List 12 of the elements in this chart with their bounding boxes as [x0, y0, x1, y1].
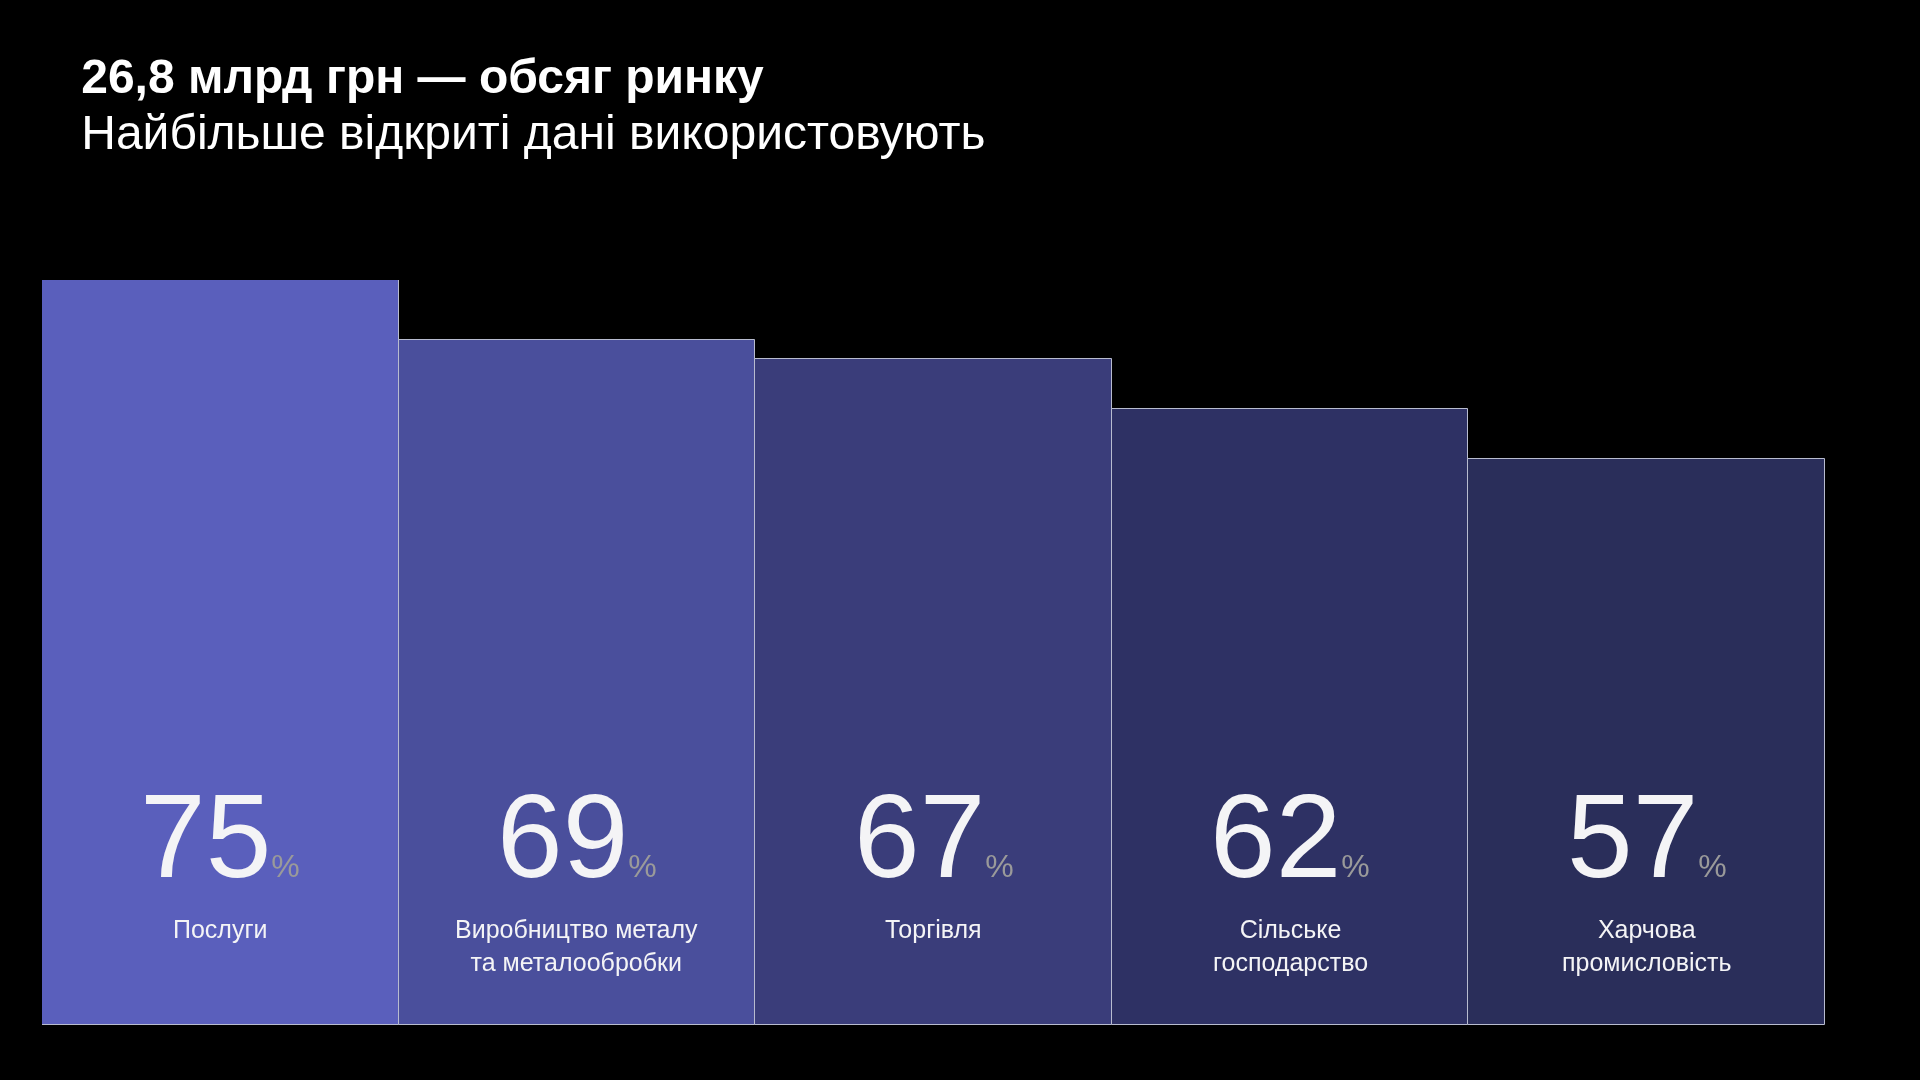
- data-label: 62%: [1210, 770, 1370, 902]
- x-tick-label: Харчова промисловість: [1562, 915, 1732, 976]
- data-label: 57%: [1567, 770, 1727, 902]
- x-tick-label: Послуги: [173, 915, 268, 943]
- x-tick-label: Торгівля: [885, 915, 982, 943]
- data-label: 69%: [497, 770, 657, 902]
- data-label: 67%: [854, 770, 1014, 902]
- chart-subtitle: Найбільше відкриті дані використовують: [81, 106, 986, 160]
- data-label: 75%: [140, 770, 300, 902]
- x-tick-label: Сільське господарство: [1213, 915, 1369, 976]
- x-tick-label: Виробництво металу та металообробки: [455, 915, 699, 976]
- chart-title: 26,8 млрд грн — обсяг ринку: [81, 50, 765, 103]
